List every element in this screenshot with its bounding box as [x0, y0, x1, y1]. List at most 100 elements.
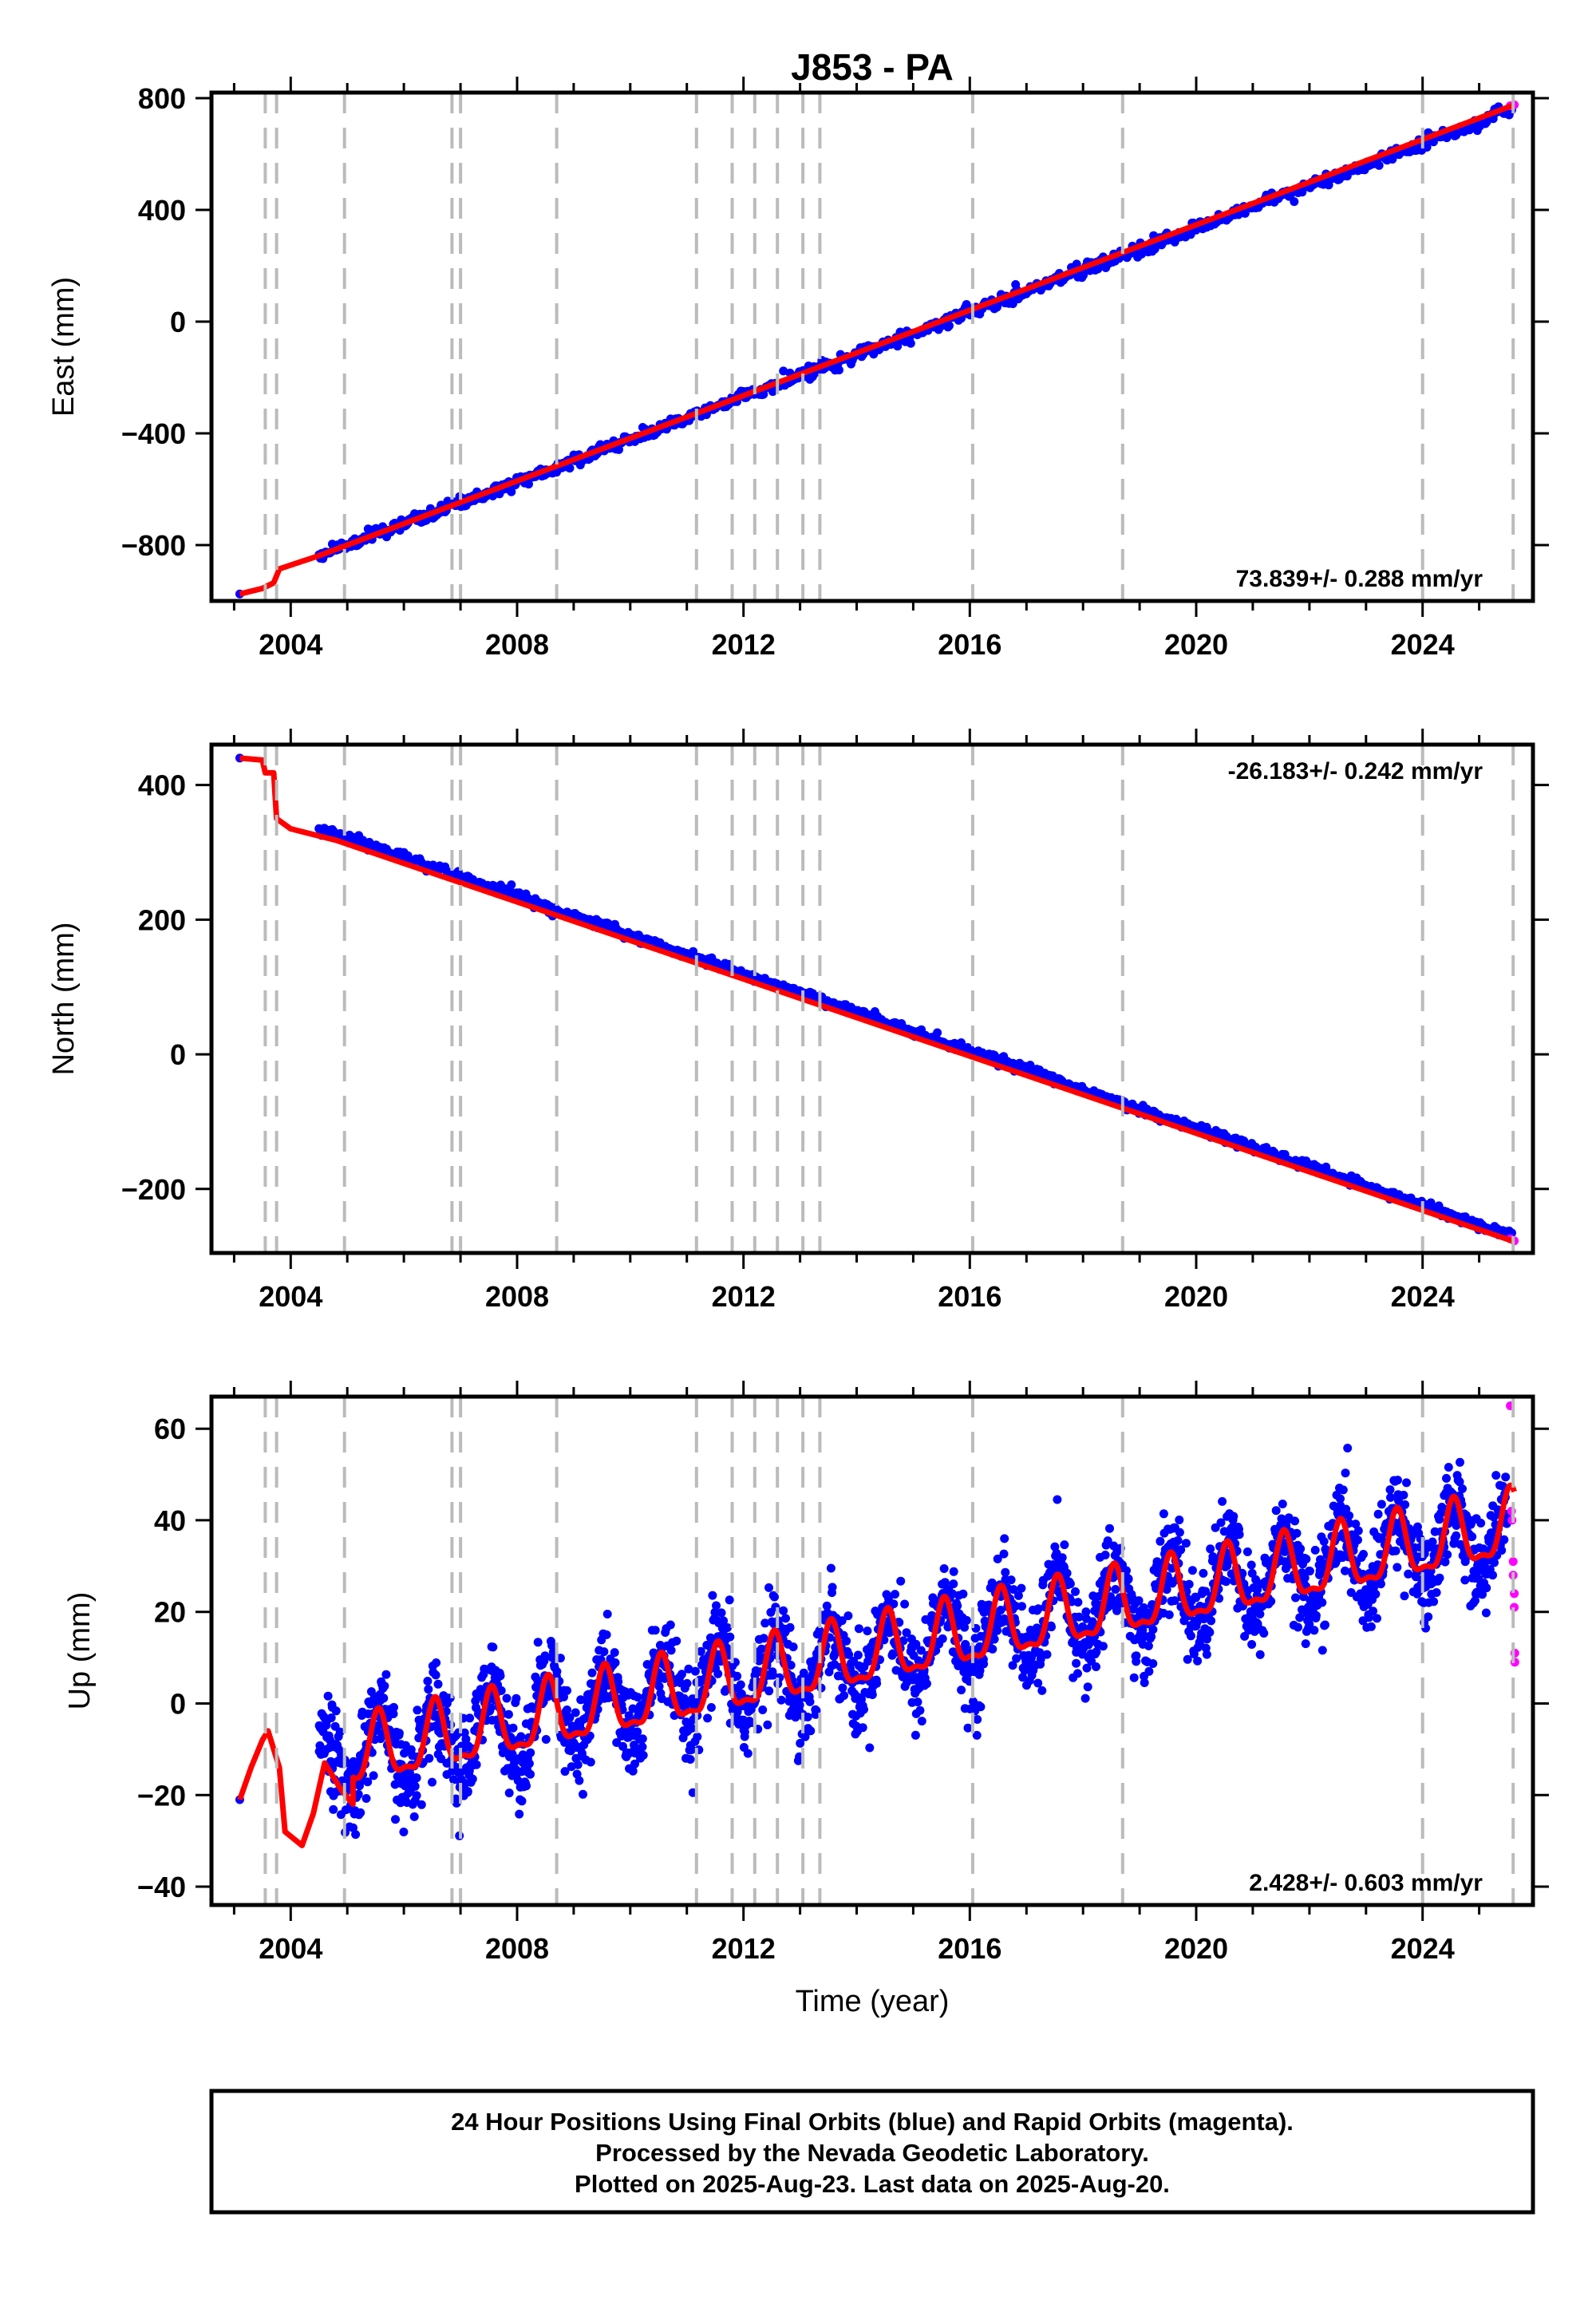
north-final-positions [235, 753, 1516, 1243]
east-daily-position [565, 464, 575, 473]
up-daily-position [423, 1677, 433, 1686]
up-daily-position [806, 1726, 816, 1736]
up-y-tick-label: 20 [154, 1596, 186, 1629]
up-daily-position [1255, 1650, 1265, 1659]
up-daily-position [1229, 1512, 1238, 1521]
up-daily-position [1290, 1516, 1300, 1526]
up-daily-position [1295, 1613, 1305, 1622]
up-daily-position [417, 1800, 426, 1809]
up-daily-position [380, 1682, 389, 1691]
up-daily-position [409, 1812, 419, 1821]
up-daily-position [713, 1669, 723, 1678]
up-daily-position [1400, 1500, 1410, 1509]
up-daily-position [496, 1686, 506, 1695]
up-daily-position [915, 1705, 925, 1715]
up-daily-position [1184, 1579, 1194, 1589]
caption-box: 24 Hour Positions Using Final Orbits (bl… [209, 2089, 1535, 2215]
up-daily-position [1235, 1530, 1244, 1539]
up-daily-position [706, 1703, 716, 1712]
up-daily-position [412, 1773, 421, 1783]
up-x-tick-label: 2012 [712, 1932, 776, 1965]
up-daily-position [428, 1777, 437, 1787]
up-daily-position [1057, 1553, 1067, 1563]
up-daily-position [389, 1702, 398, 1712]
up-x-tick-label: 2024 [1391, 1932, 1455, 1965]
up-daily-position [1443, 1550, 1452, 1559]
time-axis-label: Time (year) [796, 1985, 950, 2018]
up-x-tick-label: 2008 [485, 1932, 549, 1965]
east-y-tick-label: 800 [138, 82, 186, 115]
up-daily-position [865, 1743, 875, 1753]
up-daily-position [1371, 1590, 1381, 1599]
north-plot-frame [209, 742, 1535, 1255]
up-daily-position [638, 1734, 647, 1744]
north-x-tick-label: 2024 [1391, 1280, 1455, 1313]
east-model-line [239, 102, 1515, 597]
up-rapid-position [1508, 1557, 1518, 1567]
up-y-tick-label: 40 [154, 1504, 186, 1537]
up-daily-position [712, 1601, 721, 1611]
up-daily-position [349, 1823, 358, 1832]
up-daily-position [917, 1717, 926, 1726]
up-daily-position [690, 1666, 700, 1676]
up-daily-position [805, 1697, 815, 1706]
up-daily-position [708, 1591, 717, 1600]
north-break-lines [263, 745, 1515, 1253]
up-daily-position [1319, 1537, 1329, 1546]
up-daily-position [743, 1749, 753, 1758]
up-daily-position [858, 1723, 867, 1733]
up-daily-position [1006, 1575, 1016, 1585]
east-x-tick-label: 2008 [485, 628, 549, 661]
up-daily-position [486, 1703, 496, 1713]
up-daily-position [685, 1755, 695, 1764]
up-daily-position [1292, 1528, 1302, 1538]
up-daily-position [575, 1776, 584, 1785]
up-daily-position [828, 1583, 837, 1592]
up-daily-position [693, 1732, 702, 1741]
up-daily-position [1393, 1476, 1402, 1485]
caption-line-1: 24 Hour Positions Using Final Orbits (bl… [451, 2108, 1294, 2136]
east-daily-position [507, 487, 516, 496]
up-daily-position [351, 1830, 361, 1840]
up-daily-position [1353, 1535, 1362, 1545]
up-daily-position [412, 1791, 421, 1800]
up-daily-position [733, 1671, 742, 1681]
up-daily-position [770, 1592, 779, 1602]
up-daily-position [963, 1723, 973, 1733]
up-daily-position [1391, 1546, 1400, 1555]
up-daily-position [1424, 1612, 1433, 1622]
up-daily-position [1148, 1659, 1158, 1668]
up-daily-position [703, 1713, 713, 1723]
up-daily-position [381, 1670, 391, 1679]
up-daily-position [1037, 1686, 1047, 1695]
up-daily-position [508, 1723, 518, 1733]
up-daily-position [1156, 1536, 1165, 1546]
up-daily-position [633, 1727, 642, 1737]
up-daily-position [1353, 1526, 1363, 1535]
east-panel: 2004 2008 2012 2016 2020 2024−800−4000400800 … [47, 77, 1549, 661]
up-daily-position [872, 1678, 882, 1688]
up-daily-position [958, 1589, 968, 1599]
east-y-tick-label: −400 [121, 417, 186, 450]
up-daily-position [425, 1753, 434, 1763]
up-daily-position [1310, 1626, 1319, 1635]
up-daily-position [1359, 1550, 1368, 1559]
up-daily-position [900, 1599, 910, 1609]
up-daily-position [1222, 1577, 1231, 1587]
east-daily-position [524, 480, 533, 489]
up-final-positions [235, 1444, 1511, 1840]
up-y-tick-label: −20 [137, 1779, 186, 1812]
north-x-tick-label: 2016 [938, 1280, 1001, 1313]
up-daily-position [1259, 1629, 1269, 1638]
up-daily-position [610, 1648, 619, 1658]
up-daily-position [1468, 1532, 1477, 1541]
up-daily-position [326, 1713, 336, 1722]
north-x-tick-label: 2004 [259, 1280, 322, 1313]
up-daily-position [1481, 1608, 1491, 1618]
up-daily-position [573, 1760, 583, 1769]
up-daily-position [1317, 1598, 1327, 1607]
up-daily-position [1343, 1444, 1353, 1452]
up-daily-position [1017, 1602, 1026, 1611]
east-rate-label: 73.839+/- 0.288 mm/yr [1236, 566, 1483, 592]
